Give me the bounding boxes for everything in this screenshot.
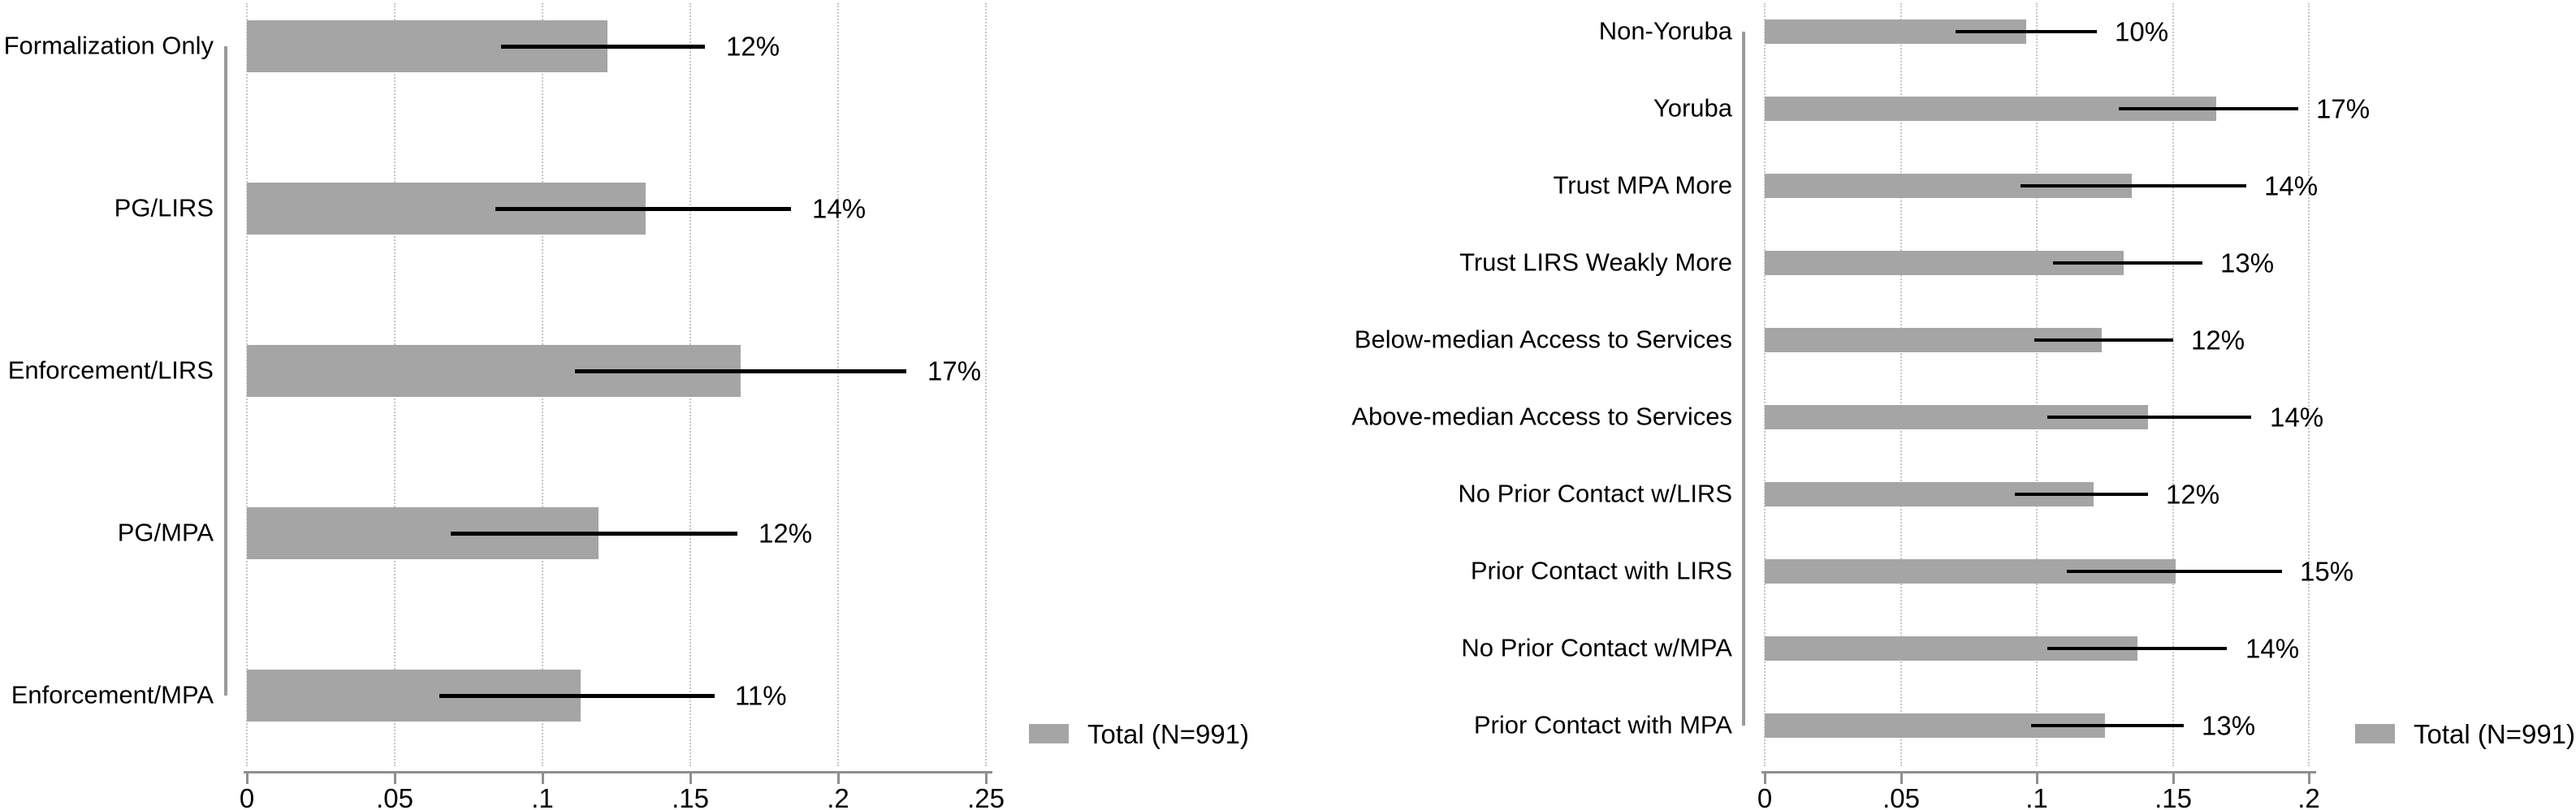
x-axis-tick (2308, 773, 2310, 784)
category-label: Yoruba (1653, 93, 1732, 123)
grid-line (2036, 3, 2038, 766)
x-axis-tick-label: .1 (531, 783, 554, 810)
x-axis-tick-label: .15 (2155, 783, 2192, 810)
ci-line (2015, 493, 2148, 496)
ci-line (439, 694, 715, 698)
x-axis-tick-label: .1 (2025, 783, 2048, 810)
x-axis-tick-label: .2 (827, 783, 849, 810)
x-axis-tick-label: .15 (672, 783, 709, 810)
legend-swatch-icon (1029, 724, 1069, 743)
x-axis-tick (1900, 773, 1903, 784)
bar-value-label: 12% (759, 518, 813, 549)
x-axis-tick-label: .2 (2297, 783, 2320, 810)
ci-line (2047, 647, 2227, 650)
category-axis-line (1742, 32, 1745, 726)
category-label: Enforcement/MPA (11, 680, 214, 709)
x-axis-tick (985, 773, 988, 784)
ci-line (2119, 107, 2298, 110)
grid-line (985, 3, 987, 766)
bar-value-label: 13% (2202, 710, 2256, 741)
bar-value-label: 14% (812, 193, 867, 224)
legend-swatch-icon (2355, 724, 2395, 743)
category-label: PG/LIRS (114, 193, 214, 222)
x-axis-tick (837, 773, 840, 784)
bar-value-label: 15% (2300, 556, 2354, 587)
grid-line (1900, 3, 1902, 766)
x-axis-tick (2172, 773, 2175, 784)
ci-line (2031, 724, 2184, 727)
x-axis-tick (2036, 773, 2038, 784)
bar-value-label: 12% (2166, 479, 2220, 510)
ci-line (501, 45, 705, 49)
ci-line (2047, 416, 2251, 419)
bar-value-label: 11% (735, 680, 787, 711)
category-label: PG/MPA (117, 518, 214, 547)
grid-line (2308, 3, 2310, 766)
bar-value-label: 12% (2191, 325, 2245, 355)
category-label: Below-median Access to Services (1354, 325, 1732, 354)
category-label: Trust LIRS Weakly More (1459, 248, 1732, 277)
legend: Total (N=991) (2355, 721, 2575, 748)
category-label: Non-Yoruba (1598, 16, 1732, 45)
x-axis-tick (246, 773, 249, 784)
bar-value-label: 10% (2115, 16, 2169, 47)
x-axis-line (244, 771, 992, 773)
bar-value-label: 17% (2316, 93, 2371, 124)
x-axis-tick-label: .05 (376, 783, 413, 810)
bar-value-label: 14% (2270, 402, 2324, 433)
category-label: Prior Contact with MPA (1473, 710, 1732, 739)
bar-value-label: 13% (2220, 248, 2275, 278)
bar-value-label: 17% (927, 355, 982, 386)
bar-value-label: 14% (2245, 633, 2300, 664)
x-axis-tick (1764, 773, 1766, 784)
category-label: No Prior Contact w/LIRS (1458, 479, 1732, 508)
x-axis-line (1761, 771, 2316, 773)
bar-value-label: 14% (2264, 170, 2319, 201)
category-label: Above-median Access to Services (1351, 402, 1732, 431)
category-label: Enforcement/LIRS (7, 355, 214, 385)
ci-line (2034, 338, 2173, 342)
legend-label: Total (N=991) (1087, 718, 1250, 749)
ci-line (2021, 184, 2246, 187)
ci-line (2067, 570, 2282, 573)
x-axis-tick (689, 773, 692, 784)
ci-line (575, 369, 906, 373)
x-axis-tick-label: 0 (1757, 783, 1773, 810)
category-label: Formalization Only (3, 31, 214, 60)
ci-line (495, 207, 791, 211)
x-axis-tick-label: 0 (239, 783, 255, 810)
category-axis-line (224, 46, 227, 696)
category-label: No Prior Contact w/MPA (1461, 633, 1732, 662)
grid-line (837, 3, 839, 766)
grid-line (2172, 3, 2174, 766)
x-axis-tick-label: .05 (1882, 783, 1920, 810)
ci-line (2053, 261, 2202, 265)
x-axis-tick (394, 773, 396, 784)
category-label: Trust MPA More (1553, 170, 1732, 200)
x-axis-tick-label: .25 (967, 783, 1005, 810)
legend: Total (N=991) (1029, 721, 1249, 748)
ci-line (1956, 30, 2097, 33)
grid-line (1764, 3, 1766, 766)
ci-line (451, 532, 737, 536)
bar-value-label: 12% (726, 31, 780, 62)
category-label: Prior Contact with LIRS (1470, 556, 1732, 585)
x-axis-tick (542, 773, 544, 784)
legend-label: Total (N=991) (2414, 718, 2576, 749)
